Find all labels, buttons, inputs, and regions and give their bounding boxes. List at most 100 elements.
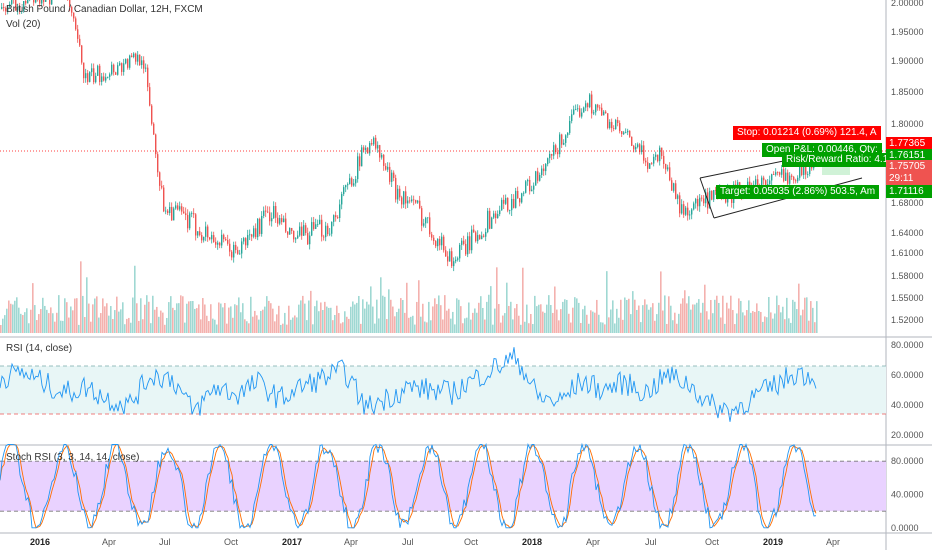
candle-body bbox=[381, 154, 383, 158]
volume-bar bbox=[378, 318, 380, 333]
candle-body bbox=[231, 251, 233, 258]
volume-bar bbox=[504, 313, 506, 333]
volume-bar bbox=[456, 298, 458, 333]
candle-body bbox=[301, 226, 303, 236]
candle-body bbox=[589, 94, 591, 108]
candle-body bbox=[611, 121, 613, 129]
volume-bar bbox=[208, 321, 210, 333]
volume-bar bbox=[236, 305, 238, 333]
candle-body bbox=[583, 107, 585, 113]
rsi-tick-label: 80.0000 bbox=[891, 340, 924, 350]
stop-label[interactable]: Stop: 0.01214 (0.69%) 121.4, A bbox=[733, 126, 881, 140]
candle-body bbox=[107, 76, 109, 78]
risk-reward-label[interactable]: Risk/Reward Ratio: 4.1 bbox=[782, 153, 893, 167]
candle-body bbox=[215, 241, 217, 245]
volume-bar bbox=[232, 317, 234, 333]
candle-body bbox=[85, 73, 87, 79]
candle-body bbox=[321, 219, 323, 237]
volume-bar bbox=[486, 301, 488, 333]
volume-bar bbox=[686, 303, 688, 333]
candle-body bbox=[627, 130, 629, 133]
volume-bar bbox=[220, 303, 222, 333]
candle-body bbox=[197, 231, 199, 236]
candle-body bbox=[449, 251, 451, 262]
volume-bar bbox=[606, 271, 608, 333]
candle-body bbox=[561, 134, 563, 145]
volume-bar bbox=[638, 305, 640, 333]
volume-bar bbox=[274, 321, 276, 333]
volume-bar bbox=[632, 291, 634, 333]
candle-body bbox=[649, 163, 651, 169]
volume-bar bbox=[406, 282, 408, 333]
volume-bar bbox=[76, 298, 78, 333]
volume-bar bbox=[714, 299, 716, 333]
volume-bar bbox=[676, 323, 678, 333]
volume-bar bbox=[724, 323, 726, 333]
candle-body bbox=[757, 179, 759, 189]
candle-body bbox=[781, 169, 783, 175]
candle-body bbox=[791, 175, 793, 177]
candle-body bbox=[1, 7, 3, 9]
volume-bar bbox=[782, 306, 784, 333]
candle-body bbox=[367, 147, 369, 154]
volume-bar bbox=[64, 298, 66, 333]
candle-body bbox=[605, 111, 607, 114]
volume-bar bbox=[310, 290, 312, 333]
candle-body bbox=[139, 54, 141, 66]
volume-bar bbox=[134, 265, 136, 333]
volume-bar bbox=[314, 306, 316, 333]
candle-body bbox=[787, 172, 789, 184]
candle-body bbox=[281, 218, 283, 223]
candle-body bbox=[515, 190, 517, 208]
price-tick-label: 1.58000 bbox=[891, 271, 924, 281]
candle-body bbox=[199, 231, 201, 236]
candle-body bbox=[81, 45, 83, 63]
candle-body bbox=[663, 155, 665, 164]
candle-body bbox=[333, 215, 335, 222]
candle-body bbox=[463, 240, 465, 244]
candle-body bbox=[763, 177, 765, 181]
volume-bar bbox=[4, 315, 6, 333]
candle-body bbox=[489, 210, 491, 229]
volume-bar bbox=[168, 302, 170, 333]
candle-body bbox=[143, 60, 145, 69]
candle-body bbox=[593, 112, 595, 114]
rsi-line bbox=[0, 347, 817, 422]
candle-body bbox=[331, 221, 333, 234]
volume-bar bbox=[654, 320, 656, 333]
candle-body bbox=[617, 119, 619, 123]
candle-body bbox=[567, 132, 569, 136]
volume-bar bbox=[78, 324, 80, 333]
candle-body bbox=[597, 104, 599, 108]
volume-bar bbox=[382, 295, 384, 333]
candle-body bbox=[95, 75, 97, 83]
candle-body bbox=[379, 145, 381, 158]
candle-body bbox=[305, 225, 307, 233]
volume-bar bbox=[478, 302, 480, 333]
volume-bar bbox=[812, 307, 814, 333]
volume-bar bbox=[16, 297, 18, 333]
candle-body bbox=[559, 134, 561, 155]
volume-bar bbox=[664, 295, 666, 333]
target-label[interactable]: Target: 0.05035 (2.86%) 503.5, Am bbox=[716, 185, 880, 199]
candle-body bbox=[329, 233, 331, 235]
volume-bar bbox=[508, 305, 510, 333]
candle-body bbox=[433, 237, 435, 242]
volume-bar bbox=[600, 322, 602, 333]
volume-bar bbox=[250, 296, 252, 333]
candle-body bbox=[623, 132, 625, 135]
candle-body bbox=[503, 199, 505, 204]
candle-body bbox=[685, 207, 687, 215]
candle-body bbox=[803, 162, 805, 175]
x-tick-label: Oct bbox=[705, 537, 720, 547]
volume-bar bbox=[106, 303, 108, 333]
volume-bar bbox=[132, 297, 134, 333]
candle-body bbox=[317, 224, 319, 226]
volume-bar bbox=[592, 311, 594, 333]
volume-bar bbox=[444, 295, 446, 333]
volume-bar bbox=[300, 300, 302, 333]
candle-body bbox=[809, 164, 811, 175]
volume-bar bbox=[674, 312, 676, 333]
volume-bar bbox=[118, 311, 120, 333]
